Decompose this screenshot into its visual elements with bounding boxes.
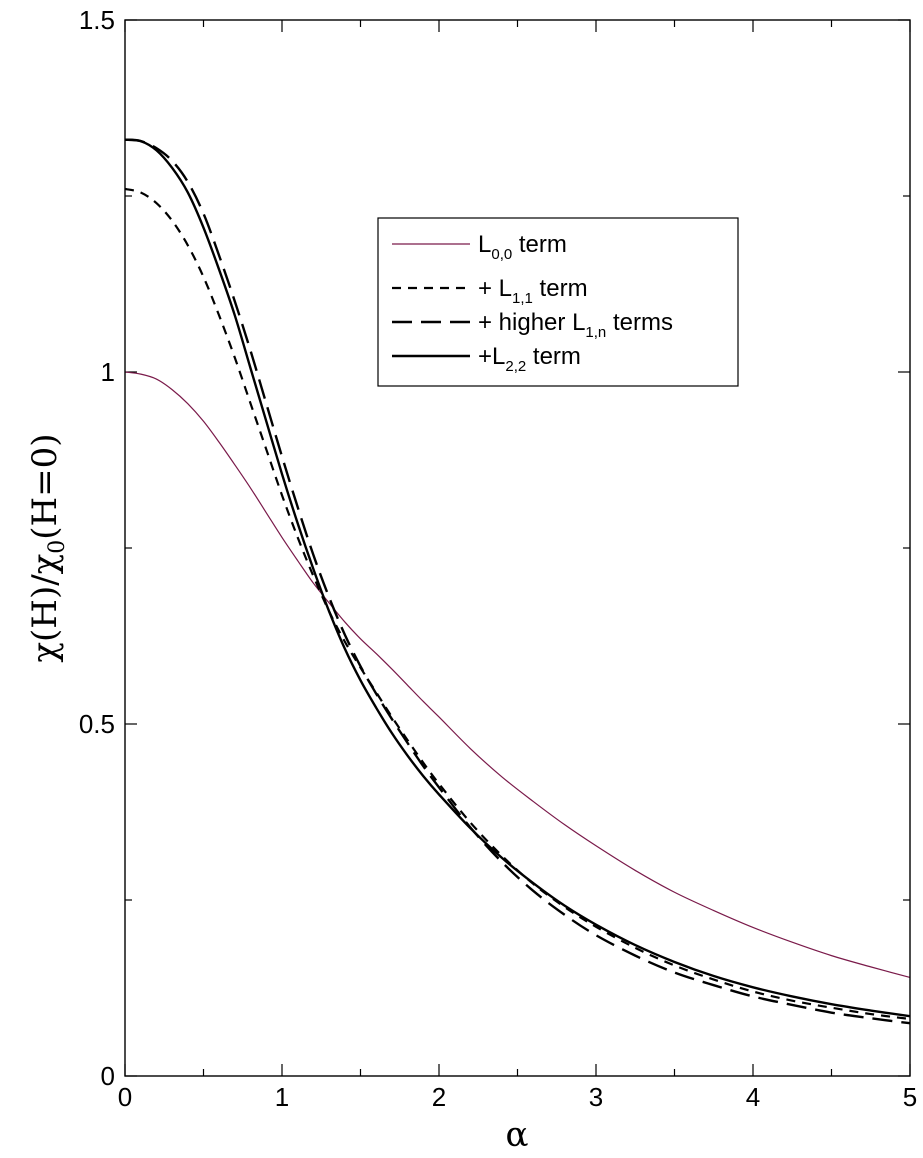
legend: L0,0 term + L1,1 term+ higher L1,n terms+… bbox=[377, 217, 739, 387]
series-l22-legend-label: +L2,2 term bbox=[478, 343, 581, 375]
x-tick-label: 5 bbox=[903, 1082, 917, 1112]
y-tick-label: 0 bbox=[101, 1061, 115, 1091]
x-axis-title: α bbox=[506, 1115, 529, 1155]
y-axis-title-main: χ(H)/χ bbox=[25, 554, 65, 663]
y-tick-label: 0.5 bbox=[79, 709, 115, 739]
tick-marks bbox=[124, 19, 911, 1077]
y-tick-label: 1.5 bbox=[79, 5, 115, 35]
series-l11-legend-label: + L1,1 term bbox=[478, 275, 588, 307]
y-axis-title-sub: 0 bbox=[45, 540, 70, 554]
x-tick-label: 1 bbox=[275, 1082, 289, 1112]
legend-box bbox=[377, 217, 739, 387]
x-tick-label: 2 bbox=[432, 1082, 446, 1112]
x-tick-label: 0 bbox=[118, 1082, 132, 1112]
plot-frame bbox=[124, 19, 911, 1077]
y-tick-label: 1 bbox=[101, 357, 115, 387]
series-higher-l1n-legend-label: + higher L1,n terms bbox=[478, 309, 673, 341]
series-lines bbox=[124, 138, 911, 1025]
x-tick-label: 3 bbox=[589, 1082, 603, 1112]
series-higher-l1n-line bbox=[124, 138, 911, 1025]
series-l00-legend-label: L0,0 term bbox=[478, 231, 567, 263]
y-axis-title: χ(H)/χ0(H=0) bbox=[25, 433, 70, 662]
series-l00-line bbox=[124, 371, 911, 979]
series-l22-line bbox=[124, 138, 911, 1018]
x-tick-label: 4 bbox=[746, 1082, 760, 1112]
y-axis-title-tail: (H=0) bbox=[25, 433, 65, 539]
tick-labels: 0 1 2 3 4 5 0 0.5 1 1.5 bbox=[79, 5, 917, 1112]
